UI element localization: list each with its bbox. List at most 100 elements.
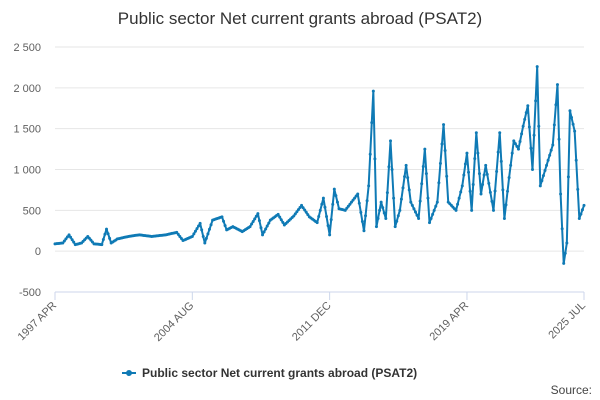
- x-tick-label: 1997 APR: [16, 300, 60, 344]
- data-point: [179, 237, 183, 241]
- data-point: [465, 151, 469, 155]
- data-point: [432, 208, 436, 212]
- legend-marker: [126, 370, 132, 376]
- data-point: [463, 162, 467, 166]
- data-point: [520, 132, 524, 136]
- grid-lines: [55, 46, 584, 293]
- data-point: [70, 238, 74, 242]
- data-point: [389, 139, 392, 143]
- data-point: [406, 176, 410, 180]
- data-point: [259, 226, 263, 230]
- data-point: [428, 221, 432, 225]
- data-point: [443, 148, 447, 152]
- data-point: [378, 208, 382, 212]
- data-point: [198, 221, 202, 225]
- data-point: [368, 152, 372, 156]
- y-tick-label: 2 500: [13, 42, 41, 54]
- data-point: [568, 109, 572, 113]
- data-point: [317, 214, 321, 218]
- data-point: [256, 212, 260, 216]
- data-point: [385, 191, 389, 195]
- data-point: [64, 237, 68, 241]
- data-point: [559, 192, 563, 196]
- data-point: [306, 213, 310, 217]
- data-point: [573, 129, 577, 133]
- data-point: [178, 234, 182, 238]
- data-point: [248, 225, 252, 229]
- data-point: [434, 204, 438, 208]
- data-point: [101, 237, 105, 241]
- data-point: [437, 181, 441, 185]
- data-point: [521, 124, 525, 128]
- data-point: [365, 199, 369, 203]
- data-point: [496, 150, 500, 154]
- data-point: [329, 218, 333, 222]
- data-point: [325, 214, 329, 218]
- data-point: [535, 65, 539, 69]
- data-point: [549, 148, 553, 152]
- data-point: [566, 175, 570, 179]
- data-point: [276, 212, 280, 216]
- data-point: [545, 163, 549, 167]
- data-point: [490, 199, 494, 203]
- data-point: [518, 139, 522, 143]
- data-point: [393, 225, 397, 229]
- data-point: [332, 187, 336, 191]
- data-point: [552, 123, 556, 127]
- data-point: [577, 217, 581, 220]
- data-point: [554, 103, 558, 107]
- data-point: [403, 175, 407, 179]
- data-point: [476, 151, 480, 155]
- y-axis: -500 0 500 1 000 1 500 2 000 2 500: [13, 42, 41, 299]
- data-point: [334, 194, 338, 198]
- data-point: [541, 174, 545, 178]
- data-point: [292, 214, 296, 218]
- data-point: [301, 206, 305, 210]
- data-point: [531, 168, 534, 171]
- data-point: [354, 194, 358, 198]
- legend[interactable]: Public sector Net current grants abroad …: [122, 366, 417, 380]
- data-point: [565, 241, 569, 245]
- data-point: [534, 99, 538, 103]
- data-point: [392, 196, 396, 200]
- y-tick-label: 0: [35, 246, 41, 258]
- data-point: [442, 123, 446, 127]
- legend-label[interactable]: Public sector Net current grants abroad …: [142, 366, 417, 380]
- data-point: [362, 229, 366, 233]
- data-point: [409, 200, 413, 204]
- data-point: [529, 146, 533, 150]
- data-point: [257, 219, 261, 223]
- data-point: [582, 203, 586, 207]
- y-tick-label: 1 500: [13, 124, 41, 136]
- data-point: [515, 144, 519, 148]
- data-point: [431, 212, 435, 216]
- data-point: [279, 218, 283, 222]
- data-point: [407, 188, 411, 192]
- data-point: [200, 228, 204, 232]
- data-point: [501, 188, 505, 192]
- data-point: [538, 184, 542, 188]
- data-point: [197, 224, 201, 228]
- data-point: [484, 163, 488, 167]
- data-point: [548, 153, 552, 157]
- data-point: [222, 219, 226, 223]
- data-point: [540, 179, 544, 183]
- data-point: [100, 243, 104, 247]
- data-point: [454, 208, 458, 212]
- data-point: [467, 170, 471, 174]
- data-point: [382, 211, 386, 215]
- data-point: [488, 190, 492, 194]
- data-point: [471, 182, 475, 186]
- data-point: [370, 121, 374, 125]
- data-point: [300, 203, 304, 207]
- data-point: [345, 206, 349, 210]
- data-point: [176, 232, 180, 236]
- data-point: [293, 212, 297, 216]
- data-point: [281, 220, 285, 224]
- data-point: [415, 213, 419, 217]
- data-point: [579, 212, 583, 216]
- series-line: [54, 65, 585, 265]
- data-point: [303, 208, 307, 212]
- x-axis: 1997 APR 2004 AUG 2011 DEC 2019 APR 2025 JUL: [16, 291, 588, 344]
- data-point: [351, 198, 355, 202]
